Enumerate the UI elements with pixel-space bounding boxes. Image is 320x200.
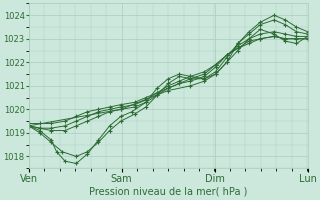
X-axis label: Pression niveau de la mer( hPa ): Pression niveau de la mer( hPa ) (89, 187, 247, 197)
